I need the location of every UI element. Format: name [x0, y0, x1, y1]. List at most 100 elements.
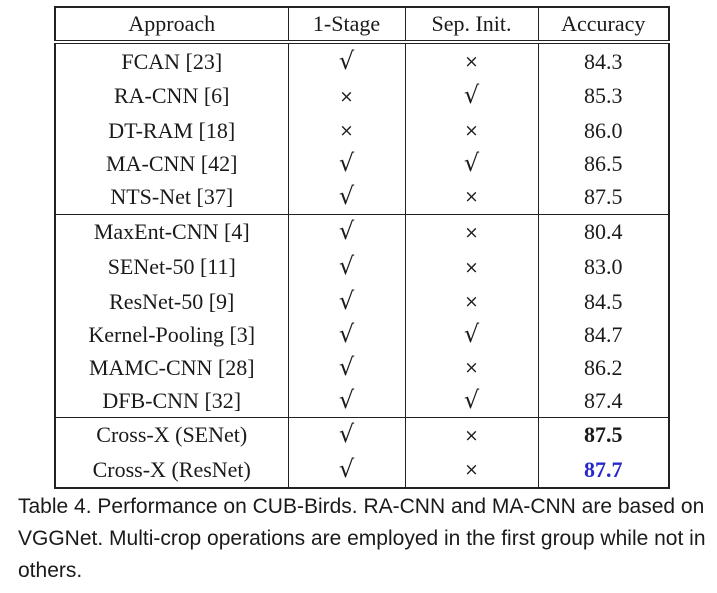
approach-cell: Kernel-Pooling [3] [54, 318, 289, 351]
sep-init-cell: × [404, 350, 539, 385]
approach-cell: Cross-X (ResNet) [54, 452, 289, 488]
one-stage-cell: √ [287, 452, 406, 488]
accuracy-cell: 86.5 [537, 147, 670, 180]
checkmark-icon: √ [463, 81, 480, 110]
sep-init-cell: √ [404, 78, 539, 114]
checkmark-icon: √ [338, 385, 355, 414]
sep-init-cell: × [404, 416, 539, 453]
one-stage-cell: √ [287, 416, 406, 453]
approach-cell: RA-CNN [6] [54, 78, 289, 114]
checkmark-icon: √ [338, 252, 355, 281]
accuracy-cell: 87.5 [537, 179, 670, 215]
table-row: Kernel-Pooling [3] √ √ 84.7 [54, 318, 670, 351]
one-stage-cell: √ [287, 384, 406, 418]
cross-icon: × [464, 222, 479, 243]
checkmark-icon: √ [463, 319, 480, 348]
accuracy-cell: 87.4 [537, 384, 670, 418]
checkmark-icon: √ [338, 352, 355, 381]
checkmark-icon: √ [338, 217, 355, 246]
accuracy-cell: 83.0 [537, 249, 670, 285]
checkmark-icon: √ [463, 385, 480, 414]
table-row: MA-CNN [42] √ √ 86.5 [54, 147, 670, 180]
one-stage-cell: √ [287, 213, 406, 250]
header-accuracy: Accuracy [537, 7, 670, 42]
table-row: MaxEnt-CNN [4] √ × 80.4 [54, 213, 670, 250]
one-stage-cell: × [287, 113, 406, 148]
checkmark-icon: √ [338, 420, 355, 449]
table-row: DT-RAM [18] × × 86.0 [54, 113, 670, 148]
approach-cell: ResNet-50 [9] [54, 284, 289, 319]
cross-icon: × [339, 86, 354, 107]
approach-cell: Cross-X (SENet) [54, 416, 289, 453]
table-body: FCAN [23] √ × 84.3 RA-CNN [6] × √ 85.3 DT-RAM [1… [54, 42, 670, 488]
cross-icon: × [464, 121, 479, 142]
accuracy-cell: 87.7 [537, 452, 670, 488]
sep-init-cell: × [404, 179, 539, 215]
accuracy-cell: 84.5 [537, 284, 670, 319]
checkmark-icon: √ [463, 148, 480, 177]
table-row: ResNet-50 [9] √ × 84.5 [54, 284, 670, 319]
cross-icon: × [464, 358, 479, 379]
accuracy-cell: 87.5 [537, 416, 670, 453]
cross-icon: × [464, 292, 479, 313]
accuracy-cell: 84.3 [537, 42, 670, 79]
accuracy-cell: 86.0 [537, 113, 670, 148]
sep-init-cell: √ [404, 384, 539, 418]
checkmark-icon: √ [338, 181, 355, 210]
accuracy-cell: 80.4 [537, 213, 670, 250]
one-stage-cell: √ [287, 249, 406, 285]
table-row: NTS-Net [37] √ × 87.5 [54, 179, 670, 215]
sep-init-cell: × [404, 113, 539, 148]
table-row: Cross-X (ResNet) √ × 87.7 [54, 452, 670, 488]
approach-cell: SENet-50 [11] [54, 249, 289, 285]
header-sep-init: Sep. Init. [404, 7, 539, 42]
checkmark-icon: √ [338, 319, 355, 348]
table-row: DFB-CNN [32] √ √ 87.4 [54, 384, 670, 418]
results-table: Approach 1-Stage Sep. Init. Accuracy FCA… [54, 6, 670, 489]
accuracy-cell: 86.2 [537, 350, 670, 385]
approach-cell: NTS-Net [37] [54, 179, 289, 215]
cross-icon: × [464, 257, 479, 278]
one-stage-cell: × [287, 78, 406, 114]
one-stage-cell: √ [287, 284, 406, 319]
table-caption: Table 4. Performance on CUB-Birds. RA-CN… [18, 495, 706, 582]
approach-cell: MA-CNN [42] [54, 147, 289, 180]
accuracy-cell: 85.3 [537, 78, 670, 114]
cross-icon: × [464, 425, 479, 446]
checkmark-icon: √ [338, 454, 355, 483]
approach-cell: DFB-CNN [32] [54, 384, 289, 418]
cross-icon: × [339, 121, 354, 142]
header-approach: Approach [54, 7, 289, 42]
table-header: Approach 1-Stage Sep. Init. Accuracy [54, 7, 670, 42]
sep-init-cell: × [404, 249, 539, 285]
header-one-stage: 1-Stage [287, 7, 406, 42]
one-stage-cell: √ [287, 179, 406, 215]
table-row: RA-CNN [6] × √ 85.3 [54, 78, 670, 114]
checkmark-icon: √ [338, 286, 355, 315]
sep-init-cell: × [404, 42, 539, 79]
sep-init-cell: × [404, 213, 539, 250]
accuracy-cell: 84.7 [537, 318, 670, 351]
one-stage-cell: √ [287, 42, 406, 79]
table-row: MAMC-CNN [28] √ × 86.2 [54, 350, 670, 385]
sep-init-cell: √ [404, 147, 539, 180]
one-stage-cell: √ [287, 350, 406, 385]
approach-cell: DT-RAM [18] [54, 113, 289, 148]
table-row: Cross-X (SENet) √ × 87.5 [54, 416, 670, 453]
approach-cell: MAMC-CNN [28] [54, 350, 289, 385]
checkmark-icon: √ [338, 46, 355, 75]
approach-cell: MaxEnt-CNN [4] [54, 213, 289, 250]
sep-init-cell: × [404, 284, 539, 319]
header-row: Approach 1-Stage Sep. Init. Accuracy [54, 7, 670, 42]
one-stage-cell: √ [287, 147, 406, 180]
sep-init-cell: √ [404, 318, 539, 351]
table-row: FCAN [23] √ × 84.3 [54, 42, 670, 79]
table-row: SENet-50 [11] √ × 83.0 [54, 249, 670, 285]
one-stage-cell: √ [287, 318, 406, 351]
cross-icon: × [464, 460, 479, 481]
sep-init-cell: × [404, 452, 539, 488]
cross-icon: × [464, 187, 479, 208]
checkmark-icon: √ [338, 148, 355, 177]
approach-cell: FCAN [23] [54, 42, 289, 79]
cross-icon: × [464, 52, 479, 72]
